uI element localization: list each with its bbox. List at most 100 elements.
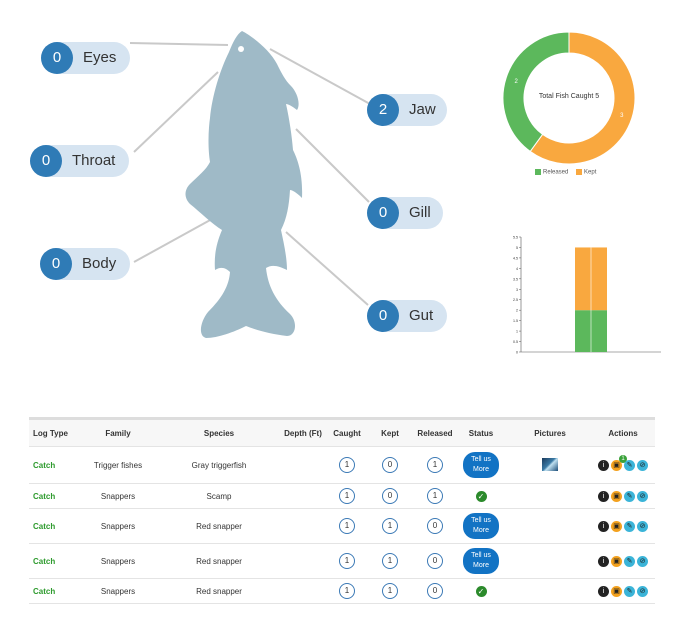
table-body: Catch Trigger fishes Gray triggerfish 1 0 1 Te… <box>29 447 655 604</box>
header-released[interactable]: Released <box>417 428 453 438</box>
released-count: 1 <box>427 488 443 504</box>
table-row: Catch Snappers Red snapper 1 1 0 Tell us More i ▣… <box>29 544 655 579</box>
kept-cell: 0 <box>365 457 415 473</box>
info-icon[interactable]: i <box>598 585 609 597</box>
hook-label: Gut <box>409 307 434 324</box>
info-icon[interactable]: i <box>598 520 609 532</box>
pictures-cell <box>507 457 593 473</box>
hook-count-badge: 0 <box>41 42 73 74</box>
header-family[interactable]: Family <box>105 428 131 438</box>
kept-cell: 1 <box>365 553 415 569</box>
caught-cell: 1 <box>329 518 365 534</box>
edit-icon[interactable]: ✎ <box>624 585 635 597</box>
species-cell: Red snapper <box>196 521 242 531</box>
donut-legend: Released Kept <box>535 169 602 176</box>
edit-icon[interactable]: ✎ <box>624 490 635 502</box>
info-icon[interactable]: i <box>598 490 609 502</box>
photo-icon[interactable]: ▣ <box>611 520 622 532</box>
log-type-cell: Catch <box>33 586 56 596</box>
leader-line-gill <box>295 128 370 203</box>
leader-lines <box>129 42 371 306</box>
photo-count-badge: 1 <box>619 454 627 463</box>
info-icon[interactable]: i <box>598 555 609 567</box>
actions-cell: i ▣ ✎ ⊘ <box>593 490 653 502</box>
status-cell: ✓ <box>455 585 507 597</box>
kept-cell: 1 <box>365 518 415 534</box>
delete-icon[interactable]: ⊘ <box>637 555 648 567</box>
photo-icon[interactable]: ▣ 1 <box>611 454 627 471</box>
hook-count-badge: 0 <box>367 300 399 332</box>
table-row: Catch Snappers Red snapper 1 1 0 ✓ i ▣ ✎ ⊘ <box>29 579 655 604</box>
delete-icon[interactable]: ⊘ <box>637 585 648 597</box>
species-cell: Red snapper <box>196 586 242 596</box>
edit-icon[interactable]: ✎ <box>624 459 635 471</box>
y-tick-label: 0 <box>516 351 518 355</box>
status-cell: ✓ <box>455 490 507 502</box>
photo-icon[interactable]: ▣ <box>611 585 622 597</box>
catch-photo-thumbnail[interactable] <box>542 457 558 471</box>
hook-throat[interactable]: 0 Throat <box>30 145 129 177</box>
catch-log-table: Log Type Family Species Depth (Ft) Caugh… <box>29 417 655 604</box>
tell-us-more-button[interactable]: Tell us More <box>463 452 499 478</box>
photo-icon[interactable]: ▣ <box>611 490 622 502</box>
kept-count: 0 <box>382 457 398 473</box>
edit-icon[interactable]: ✎ <box>624 555 635 567</box>
header-status[interactable]: Status <box>468 428 494 438</box>
hook-eyes[interactable]: 0 Eyes <box>41 42 130 74</box>
family-cell: Snappers <box>100 556 136 566</box>
y-tick-label: 3 <box>516 288 518 292</box>
legend-item-released[interactable]: Released <box>535 169 568 176</box>
table-row: Catch Trigger fishes Gray triggerfish 1 0 1 Te… <box>29 447 655 484</box>
info-icon[interactable]: i <box>598 459 609 471</box>
header-actions[interactable]: Actions <box>608 428 638 438</box>
hook-body[interactable]: 0 Body <box>40 248 130 280</box>
header-depth[interactable]: Depth (Ft) <box>284 428 322 438</box>
released-cell: 1 <box>415 457 455 473</box>
hook-jaw[interactable]: 2 Jaw <box>367 94 447 126</box>
donut-slice-kept[interactable] <box>529 31 636 165</box>
hook-gut[interactable]: 0 Gut <box>367 300 447 332</box>
tell-us-more-button[interactable]: Tell us More <box>463 513 499 539</box>
edit-icon[interactable]: ✎ <box>624 520 635 532</box>
caught-cell: 1 <box>329 583 365 599</box>
y-tick-label: 1.5 <box>513 319 518 323</box>
header-species[interactable]: Species <box>203 428 235 438</box>
delete-icon[interactable]: ⊘ <box>637 520 648 532</box>
log-type-cell: Catch <box>33 556 56 566</box>
released-count: 1 <box>427 457 443 473</box>
legend-item-kept[interactable]: Kept <box>576 169 596 176</box>
donut-value-label: 2 <box>515 79 519 85</box>
y-tick-label: 2 <box>516 309 518 313</box>
tell-us-more-button[interactable]: Tell us More <box>463 548 499 574</box>
species-cell: Red snapper <box>196 556 242 566</box>
released-count: 0 <box>427 518 443 534</box>
hook-label: Eyes <box>83 49 117 66</box>
leader-line-gut <box>285 231 369 306</box>
fish-eye <box>238 46 244 52</box>
hook-label: Body <box>82 255 117 272</box>
header-log-type[interactable]: Log Type <box>33 428 68 438</box>
kept-count: 1 <box>382 583 398 599</box>
hook-gill[interactable]: 0 Gill <box>367 197 443 229</box>
y-tick-label: 4.5 <box>513 256 518 260</box>
actions-cell: i ▣ ✎ ⊘ <box>593 555 653 567</box>
leader-line-jaw <box>269 48 371 105</box>
donut-slice-released[interactable] <box>502 31 570 153</box>
kept-count: 1 <box>382 518 398 534</box>
table-row: Catch Snappers Red snapper 1 1 0 Tell us More i ▣… <box>29 509 655 544</box>
log-type-cell: Catch <box>33 460 56 470</box>
leader-line-body <box>133 218 213 263</box>
header-caught[interactable]: Caught <box>333 428 361 438</box>
donut-chart: Total Fish Caught 5 3 2 <box>502 31 636 165</box>
log-type-cell: Catch <box>33 521 56 531</box>
delete-icon[interactable]: ⊘ <box>637 490 648 502</box>
kept-cell: 0 <box>365 488 415 504</box>
status-cell: Tell us More <box>455 513 507 539</box>
photo-icon[interactable]: ▣ <box>611 555 622 567</box>
header-pictures[interactable]: Pictures <box>534 428 566 438</box>
delete-icon[interactable]: ⊘ <box>637 459 648 471</box>
kept-count: 1 <box>382 553 398 569</box>
header-kept[interactable]: Kept <box>381 428 399 438</box>
fish-diagram <box>129 31 371 338</box>
leader-line-eyes <box>129 42 229 46</box>
